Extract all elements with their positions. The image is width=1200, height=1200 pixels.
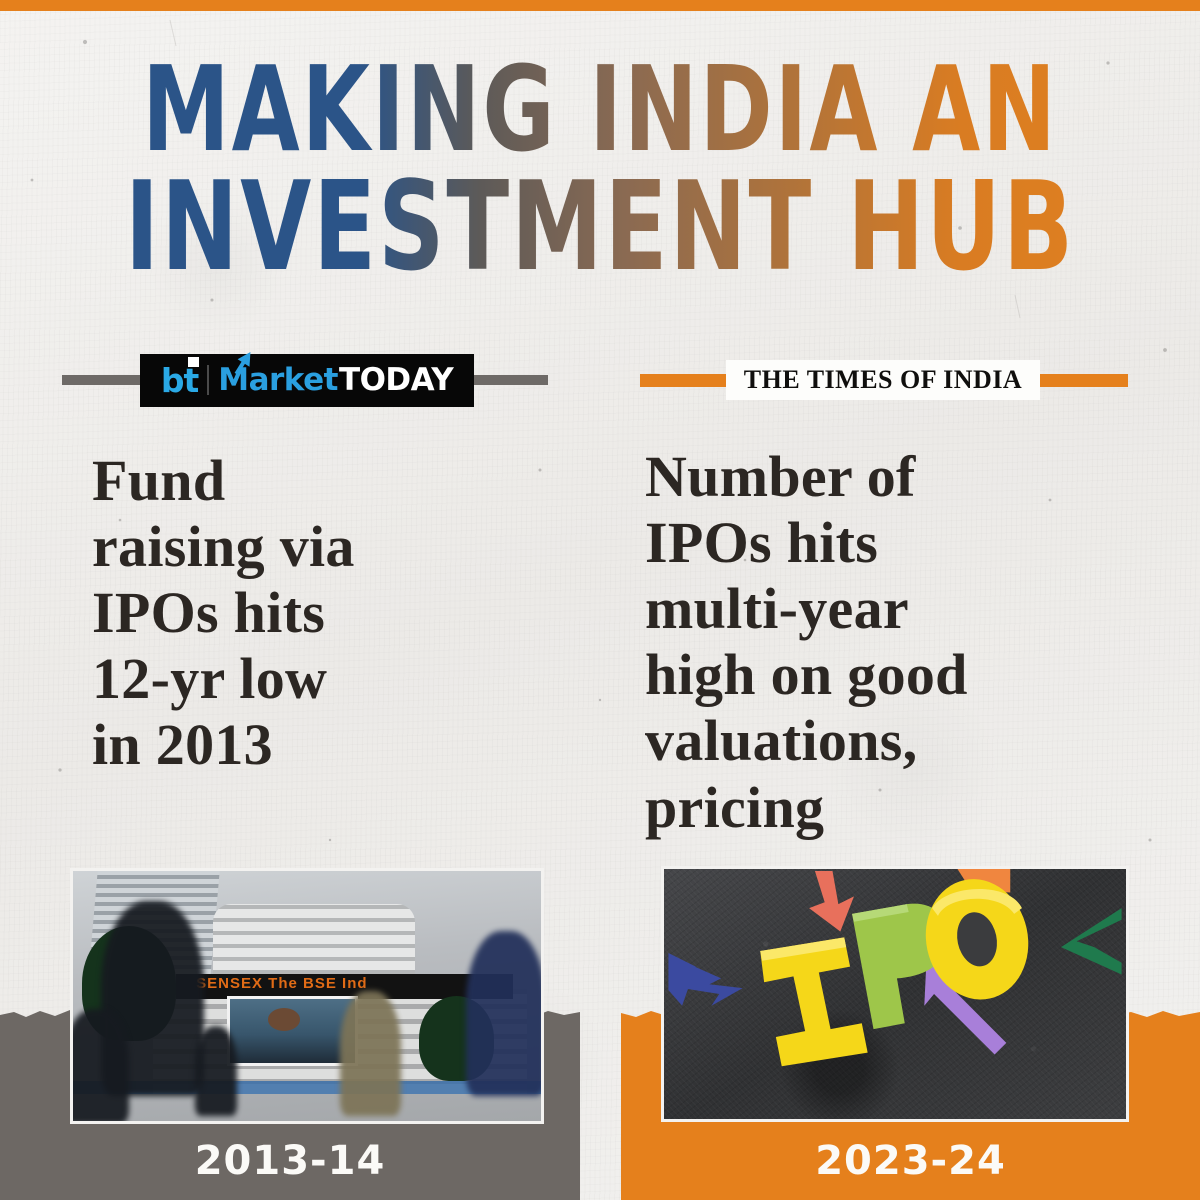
- right-rule-end: [1040, 373, 1128, 387]
- photo-pedestrian-3: [194, 1026, 237, 1116]
- blue-arrow-icon: [668, 952, 743, 1006]
- left-year-label: 2013-14: [194, 1138, 386, 1184]
- foam-letter-I: [760, 937, 868, 1067]
- title-line-1: MAKING INDIA AN: [0, 50, 1200, 168]
- foam-letter-P: [852, 903, 949, 1030]
- bt-market-today-logo: bt Market TODAY: [140, 347, 474, 407]
- red-arrow-icon: [809, 870, 854, 932]
- ticker-text: SENSEX The BSE Ind: [196, 975, 368, 992]
- purple-arrow-icon: [924, 964, 1007, 1055]
- ipo-letters-photo: [661, 866, 1129, 1122]
- left-panel: bt Market TODAY Fund raising via IPOs hi…: [62, 347, 582, 779]
- times-of-india-text: THE TIMES OF INDIA: [743, 365, 1023, 394]
- bt-wordmark: bt: [160, 356, 199, 400]
- photo-sensex-ticker: SENSEX The BSE Ind: [175, 973, 513, 999]
- left-headline: Fund raising via IPOs hits 12-yr low in …: [92, 448, 355, 778]
- right-rule-start: [640, 373, 726, 387]
- photo-foam-shapes: [668, 869, 1122, 1067]
- left-rule-end: [474, 375, 548, 385]
- photo-news-screen: [227, 996, 359, 1066]
- market-text: Market: [218, 361, 338, 398]
- right-headline: Number of IPOs hits multi-year high on g…: [645, 444, 968, 840]
- logo-divider: [207, 365, 210, 395]
- top-accent-bar: [0, 0, 1200, 11]
- bse-building-photo: SENSEX The BSE Ind: [70, 868, 544, 1124]
- photo-cyclist: [466, 931, 541, 1096]
- title-line-2: INVESTMENT HUB: [0, 165, 1200, 289]
- bt-tick-icon: [188, 356, 200, 367]
- times-of-india-logo: THE TIMES OF INDIA: [726, 360, 1040, 400]
- photo-concrete-background: [664, 869, 1126, 1119]
- photo-anchor-figure: [267, 1007, 301, 1031]
- green-arrow-icon: [1061, 908, 1122, 975]
- foam-letter-O: [925, 879, 1029, 1000]
- today-wordmark: TODAY: [338, 361, 454, 398]
- bt-text: bt: [160, 360, 199, 400]
- photo-pedestrian-4: [73, 1008, 130, 1121]
- right-panel: THE TIMES OF INDIA Number of IPOs hits m…: [640, 352, 1140, 841]
- left-rule-start: [62, 375, 140, 385]
- right-year-label: 2023-24: [815, 1138, 1006, 1184]
- page-title: MAKING INDIA AN INVESTMENT HUB: [0, 50, 1200, 289]
- market-wordmark: Market: [218, 347, 338, 398]
- photo-pedestrian-2: [339, 991, 401, 1116]
- left-logo-row: bt Market TODAY: [62, 347, 582, 408]
- right-logo-row: THE TIMES OF INDIA: [640, 352, 1140, 408]
